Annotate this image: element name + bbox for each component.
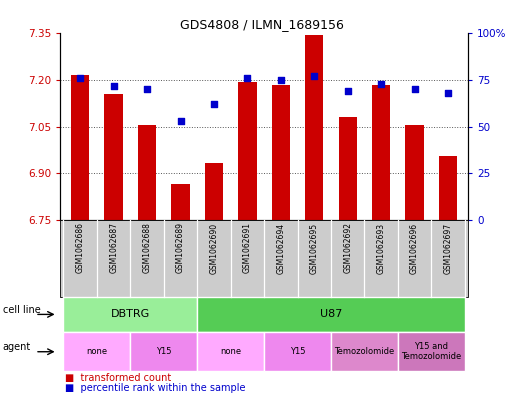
Text: ■  transformed count: ■ transformed count	[65, 373, 172, 383]
Bar	[205, 163, 223, 220]
Point	[76, 75, 84, 81]
Text: Y15: Y15	[156, 347, 172, 356]
Point	[143, 86, 151, 92]
Bar	[71, 75, 89, 220]
Text: cell line: cell line	[3, 305, 40, 315]
Text: GSM1062695: GSM1062695	[310, 222, 319, 274]
Bar	[172, 184, 190, 220]
Bar	[405, 125, 424, 220]
Text: ■  percentile rank within the sample: ■ percentile rank within the sample	[65, 383, 246, 393]
Text: Y15 and
Temozolomide: Y15 and Temozolomide	[401, 342, 461, 362]
Text: GSM1062688: GSM1062688	[143, 222, 152, 273]
Text: GDS4808 / ILMN_1689156: GDS4808 / ILMN_1689156	[179, 18, 344, 31]
Bar	[238, 82, 257, 220]
Bar	[372, 85, 390, 220]
Text: GSM1062687: GSM1062687	[109, 222, 118, 274]
Text: GSM1062697: GSM1062697	[444, 222, 452, 274]
Point	[344, 88, 352, 94]
Text: U87: U87	[320, 309, 342, 320]
Text: GSM1062686: GSM1062686	[76, 222, 85, 274]
Point	[377, 81, 385, 87]
Text: GSM1062694: GSM1062694	[276, 222, 286, 274]
Bar	[439, 156, 457, 220]
Bar	[138, 125, 156, 220]
Text: GSM1062690: GSM1062690	[209, 222, 219, 274]
Point	[243, 75, 252, 81]
Bar	[105, 94, 123, 220]
Point	[444, 90, 452, 96]
Text: GSM1062692: GSM1062692	[343, 222, 352, 274]
Bar	[338, 118, 357, 220]
Bar	[305, 35, 323, 220]
Text: GSM1062691: GSM1062691	[243, 222, 252, 274]
Text: none: none	[86, 347, 108, 356]
Text: GSM1062693: GSM1062693	[377, 222, 385, 274]
Point	[310, 73, 319, 79]
Text: Temozolomide: Temozolomide	[334, 347, 394, 356]
Point	[411, 86, 419, 92]
Text: DBTRG: DBTRG	[111, 309, 150, 320]
Point	[176, 118, 185, 124]
Point	[277, 77, 285, 83]
Bar	[271, 85, 290, 220]
Text: agent: agent	[3, 342, 31, 352]
Text: GSM1062689: GSM1062689	[176, 222, 185, 274]
Text: none: none	[220, 347, 241, 356]
Text: Y15: Y15	[290, 347, 305, 356]
Point	[210, 101, 218, 107]
Point	[109, 83, 118, 89]
Text: GSM1062696: GSM1062696	[410, 222, 419, 274]
